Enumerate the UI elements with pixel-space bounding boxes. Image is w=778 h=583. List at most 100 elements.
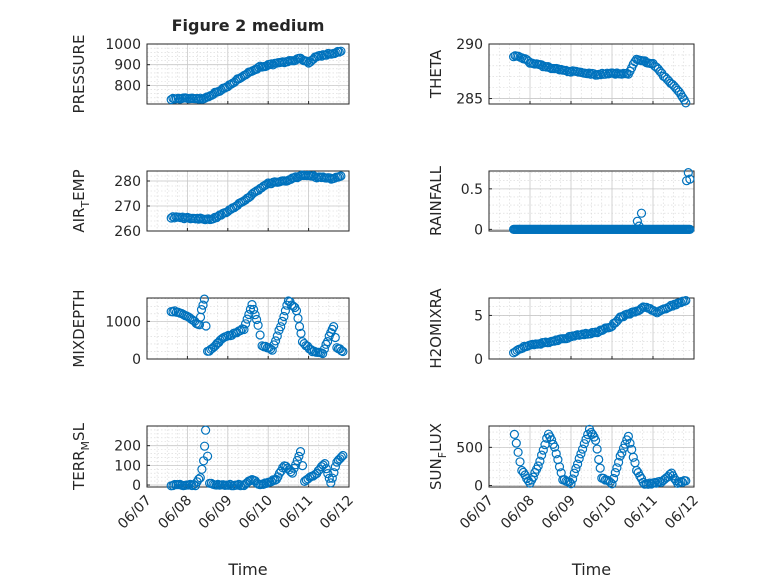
plot-border	[146, 170, 350, 232]
data-point	[566, 479, 576, 489]
y-axis-label: H2OMIXRA	[427, 288, 445, 369]
data-point	[201, 425, 211, 435]
data-point	[168, 307, 178, 317]
data-point	[511, 438, 521, 448]
data-point	[292, 455, 302, 466]
y-axis-label: PRESSURE	[70, 35, 88, 114]
y-tick-label: 5	[474, 308, 483, 324]
subplot-mixdepth: 0 1000	[105, 294, 350, 368]
data-point	[567, 474, 578, 484]
data-point	[584, 68, 594, 78]
data-point	[330, 332, 340, 343]
data-point	[197, 464, 207, 474]
data-point	[617, 448, 627, 458]
data-point	[564, 477, 575, 487]
data-point	[681, 296, 691, 306]
x-tick-label: 06/10	[236, 493, 276, 533]
data-point	[289, 173, 299, 183]
data-point	[288, 301, 298, 311]
x-tick-label: 06/09	[539, 493, 579, 533]
subplot-terr-msl: 0 100 200 06/07 06/08 06/09 06/10 06/11 06/12 Tim…	[114, 425, 357, 579]
data-point	[574, 453, 584, 464]
data-point	[681, 476, 691, 486]
y-axis-label: SUNFLUX	[427, 423, 449, 490]
y-axis-label: AIRTEMP	[70, 169, 92, 232]
data-point	[252, 64, 262, 74]
y-tick-label: 0	[474, 478, 483, 494]
data-point	[579, 330, 589, 340]
data-point	[571, 463, 581, 474]
subplot-sun-flux: 0 500 06/07 06/08 06/09 06/10 06/11 06/12 Time	[456, 424, 702, 579]
data-point	[569, 468, 579, 478]
data-point	[685, 224, 695, 234]
data-point	[634, 221, 644, 231]
data-point	[335, 454, 345, 464]
data-point	[332, 457, 342, 467]
data-point	[302, 56, 312, 67]
data-point	[329, 322, 339, 332]
data-point	[221, 208, 231, 218]
data-point	[269, 340, 279, 350]
x-tick-label: 06/07	[457, 493, 497, 533]
plot-border	[146, 297, 350, 360]
data-point	[276, 322, 286, 332]
data-point	[636, 208, 647, 218]
subplot-air-temp: 260 270 280	[114, 170, 350, 240]
data-point	[549, 442, 560, 452]
y-tick-label: 800	[114, 78, 141, 94]
data-point	[613, 457, 624, 467]
y-tick-label: 200	[114, 439, 141, 455]
x-tick-label: 06/09	[196, 493, 236, 533]
data-point	[295, 447, 306, 457]
data-point	[274, 468, 285, 478]
data-point	[294, 451, 304, 461]
x-tick-label: 06/12	[662, 493, 702, 533]
data-point	[280, 306, 290, 316]
data-point	[294, 321, 305, 332]
y-tick-label: 0	[132, 478, 141, 494]
data-point	[194, 474, 204, 484]
data-point	[592, 444, 602, 454]
data-point	[247, 300, 257, 310]
data-point	[538, 445, 548, 455]
y-tick-label: 280	[114, 174, 141, 190]
data-point	[305, 57, 315, 67]
data-point	[235, 325, 246, 336]
data-point	[535, 456, 545, 466]
data-point	[196, 305, 207, 315]
data-point	[528, 472, 538, 482]
data-point	[320, 459, 330, 469]
data-point	[255, 330, 265, 340]
data-point	[608, 473, 619, 484]
subplot-rainfall: 00.5	[461, 168, 695, 238]
data-point	[515, 457, 525, 467]
y-tick-label: 100	[114, 458, 141, 474]
data-point	[329, 468, 339, 478]
data-point	[681, 98, 691, 108]
data-point	[522, 473, 532, 484]
data-point	[685, 174, 695, 184]
data-point	[324, 473, 334, 483]
data-point	[201, 321, 211, 331]
data-point	[242, 314, 252, 324]
data-point	[244, 192, 254, 203]
data-point	[628, 452, 638, 462]
data-point	[620, 439, 630, 449]
x-tick-label: 06/08	[498, 493, 538, 533]
data-point	[577, 444, 588, 454]
y-tick-label: 285	[456, 92, 483, 108]
data-point	[207, 343, 217, 353]
data-point	[533, 461, 543, 471]
data-point	[241, 319, 251, 329]
data-point	[316, 462, 327, 472]
data-point	[594, 454, 604, 465]
data-point	[223, 480, 233, 490]
data-point	[234, 479, 244, 489]
x-tick-label: 06/08	[155, 493, 195, 533]
y-tick-label: 0	[474, 352, 483, 368]
x-tick-label: 06/10	[580, 493, 620, 533]
data-point	[211, 213, 222, 223]
data-point	[572, 459, 583, 469]
